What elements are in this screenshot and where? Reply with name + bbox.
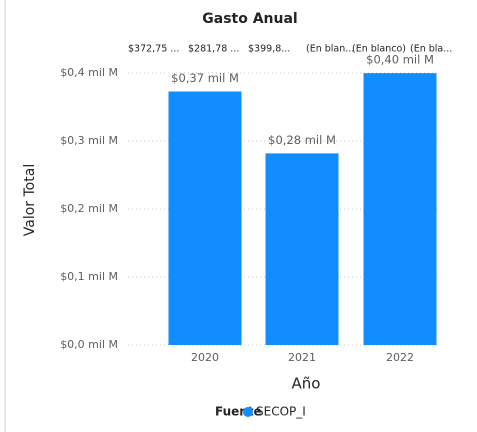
legend-label: SECOP_I [256, 405, 306, 419]
data-label: $0,28 mil M [268, 133, 336, 147]
chart-title: Gasto Anual [202, 11, 297, 27]
x-tick-label: 2021 [288, 351, 316, 364]
top-label: (En blan... [306, 44, 354, 55]
x-axis-label: Año [292, 375, 321, 393]
legend-marker [243, 407, 253, 417]
y-tick-label: $0,4 mil M [60, 66, 118, 79]
bar [265, 153, 339, 345]
y-tick-label: $0,3 mil M [60, 134, 118, 147]
top-label: $372,75 ... [128, 44, 179, 55]
x-tick-label: 2022 [386, 351, 414, 364]
y-tick-label: $0,2 mil M [60, 202, 118, 215]
y-tick-label: $0,0 mil M [60, 338, 118, 351]
legend-title: Fuente [215, 405, 262, 419]
top-label: $281,78 ... [188, 44, 239, 55]
y-tick-label: $0,1 mil M [60, 270, 118, 283]
top-label: $399,8... [248, 44, 290, 55]
data-label: $0,40 mil M [366, 53, 434, 67]
bar [363, 73, 437, 346]
top-label: (En bla... [410, 44, 452, 55]
data-label: $0,37 mil M [171, 71, 239, 85]
y-axis-label: Valor Total [22, 164, 38, 236]
x-tick-label: 2020 [191, 351, 219, 364]
top-label: (En blanco) [352, 44, 406, 55]
bar [168, 91, 242, 345]
